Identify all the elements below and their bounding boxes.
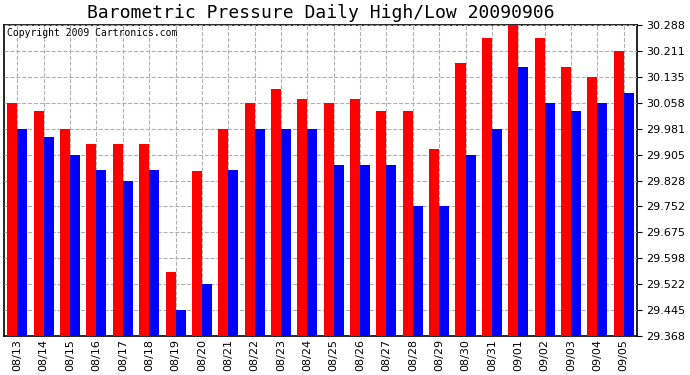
Bar: [218, 129, 228, 336]
Bar: [624, 93, 633, 336]
Bar: [8, 103, 17, 336]
Bar: [561, 67, 571, 336]
Bar: [535, 38, 544, 336]
Bar: [334, 165, 344, 336]
Bar: [255, 129, 265, 336]
Bar: [439, 206, 449, 336]
Text: Copyright 2009 Cartronics.com: Copyright 2009 Cartronics.com: [8, 28, 178, 38]
Bar: [166, 272, 175, 336]
Bar: [492, 129, 502, 336]
Bar: [466, 154, 475, 336]
Bar: [123, 180, 132, 336]
Bar: [17, 129, 28, 336]
Bar: [202, 284, 212, 336]
Bar: [281, 129, 291, 336]
Bar: [429, 150, 439, 336]
Bar: [509, 25, 518, 336]
Bar: [139, 144, 149, 336]
Bar: [598, 103, 607, 336]
Bar: [377, 111, 386, 336]
Bar: [307, 129, 317, 336]
Bar: [112, 144, 123, 336]
Bar: [192, 171, 202, 336]
Title: Barometric Pressure Daily High/Low 20090906: Barometric Pressure Daily High/Low 20090…: [87, 4, 554, 22]
Bar: [518, 67, 529, 336]
Bar: [244, 103, 255, 336]
Bar: [403, 111, 413, 336]
Bar: [324, 103, 334, 336]
Bar: [613, 51, 624, 336]
Bar: [482, 38, 492, 336]
Bar: [413, 206, 423, 336]
Bar: [544, 103, 555, 336]
Bar: [97, 170, 106, 336]
Bar: [297, 99, 307, 336]
Bar: [271, 88, 281, 336]
Bar: [149, 170, 159, 336]
Bar: [455, 63, 466, 336]
Bar: [43, 136, 54, 336]
Bar: [34, 111, 43, 336]
Bar: [360, 165, 370, 336]
Bar: [587, 77, 598, 336]
Bar: [175, 310, 186, 336]
Bar: [350, 99, 360, 336]
Bar: [86, 144, 97, 336]
Bar: [60, 129, 70, 336]
Bar: [70, 154, 80, 336]
Bar: [386, 165, 397, 336]
Bar: [571, 111, 581, 336]
Bar: [228, 170, 238, 336]
